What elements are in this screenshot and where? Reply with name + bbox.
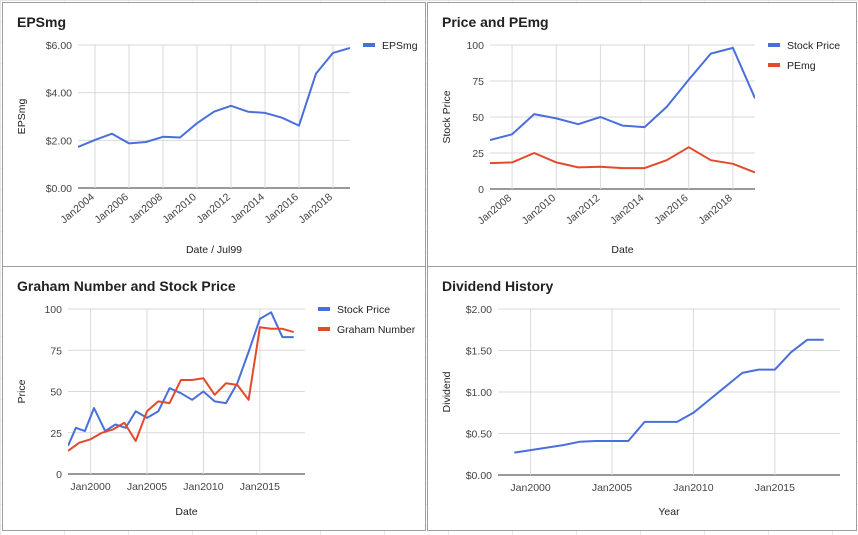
legend-swatch-stock-price [768, 43, 780, 47]
y-tick-label: 100 [466, 40, 484, 52]
chart-title: Dividend History [442, 278, 553, 294]
y-tick-label: 25 [472, 148, 484, 160]
x-tick-label: Jan2012 [194, 191, 233, 226]
legend-label-stock-price: Stock Price [787, 40, 840, 52]
chart-panel-graham-number: Graham Number and Stock Price 0 25 50 75 100 J… [2, 266, 426, 531]
x-tick-label: Jan2004 [58, 191, 97, 226]
x-axis-label: Date [611, 244, 633, 256]
x-tick-label: Jan2014 [228, 191, 267, 226]
legend-swatch-stock-price [318, 307, 330, 311]
chart-title: Graham Number and Stock Price [17, 278, 236, 294]
x-tick-label: Jan2010 [183, 481, 223, 493]
y-tick-label: $1.00 [466, 387, 492, 399]
y-tick-label: 50 [50, 387, 62, 399]
y-tick-label: $2.00 [466, 304, 492, 316]
legend-swatch-graham-number [318, 327, 330, 331]
x-tick-label: Jan2015 [240, 481, 280, 493]
x-tick-label: Jan2014 [608, 192, 647, 227]
legend-label-epsmg: EPSmg [382, 40, 418, 52]
y-tick-label: 75 [472, 76, 484, 88]
y-axis-label: EPSmg [16, 99, 28, 135]
legend-label-pemg: PEmg [787, 60, 816, 72]
y-axis-label: Stock Price [441, 90, 453, 143]
y-tick-label: $0.50 [466, 429, 492, 441]
chart-panel-dividend-history: Dividend History $0.00 $0.50 $1.00 $1.50 $2.0… [427, 266, 857, 531]
x-tick-label: Jan2005 [592, 482, 632, 494]
x-tick-label: Jan2000 [510, 482, 550, 494]
y-tick-label: $2.00 [46, 135, 72, 147]
series-line-pemg [490, 146, 755, 174]
x-tick-label: Jan2000 [70, 481, 110, 493]
y-tick-label: $6.00 [46, 40, 72, 52]
y-tick-label: 100 [44, 304, 62, 316]
x-tick-label: Jan2016 [262, 191, 301, 226]
series-line-stock-price [490, 46, 755, 141]
y-tick-label: 50 [472, 112, 484, 124]
x-tick-label: Jan2018 [696, 192, 735, 227]
y-axis-label: Dividend [441, 371, 453, 412]
chart-panel-price-pemg: Price and PEmg 0 25 50 75 100 Jan2008 Jan2010 Ja… [427, 2, 857, 267]
series-line-dividend-history [514, 338, 824, 454]
x-tick-label: Jan2010 [673, 482, 713, 494]
y-tick-label: $4.00 [46, 88, 72, 100]
x-axis-label: Date / Jul99 [186, 244, 242, 256]
x-axis-label: Date [175, 506, 197, 518]
series-line-graham-number [68, 326, 294, 452]
chart-title: EPSmg [17, 14, 66, 30]
x-tick-label: Jan2008 [126, 191, 165, 226]
chart-dividend-history: Dividend History $0.00 $0.50 $1.00 $1.50 $2.0… [441, 278, 840, 518]
x-tick-label: Jan2010 [160, 191, 199, 226]
x-tick-label: Jan2010 [520, 192, 559, 227]
legend-swatch-epsmg [363, 43, 375, 47]
y-tick-label: $0.00 [466, 470, 492, 482]
y-tick-label: $1.50 [466, 346, 492, 358]
y-tick-label: 0 [478, 184, 484, 196]
legend-label-stock-price: Stock Price [337, 304, 390, 316]
x-tick-label: Jan2006 [92, 191, 131, 226]
y-tick-label: 25 [50, 428, 62, 440]
chart-graham-number: Graham Number and Stock Price 0 25 50 75 100 J… [16, 278, 416, 518]
x-tick-label: Jan2005 [127, 481, 167, 493]
x-tick-label: Jan2018 [296, 191, 335, 226]
chart-epsmg: EPSmg$0.00$2.00$4.00$6.00Jan2004Jan2006J… [16, 14, 418, 256]
x-axis-label: Year [658, 506, 680, 518]
series-line-epsmg [78, 46, 350, 148]
y-tick-label: 75 [50, 345, 62, 357]
x-tick-label: Jan2015 [755, 482, 795, 494]
y-axis-label: Price [16, 379, 28, 403]
legend-swatch-pemg [768, 63, 780, 67]
x-tick-label: Jan2012 [564, 192, 603, 227]
chart-title: Price and PEmg [442, 14, 549, 30]
chart-panel-epsmg: EPSmg $0.00 $2.00 $4.00 $6.00 Jan2004 Jan2006 J… [2, 2, 426, 267]
x-tick-label: Jan2016 [652, 192, 691, 227]
y-tick-label: 0 [56, 469, 62, 481]
legend-label-graham-number: Graham Number [337, 324, 416, 336]
y-tick-label: $0.00 [46, 183, 72, 195]
x-tick-label: Jan2008 [475, 192, 514, 227]
